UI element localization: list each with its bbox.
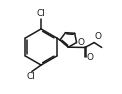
Text: O: O (95, 32, 102, 41)
Text: Cl: Cl (37, 9, 46, 18)
Text: Cl: Cl (26, 72, 35, 81)
Text: O: O (86, 53, 93, 62)
Text: O: O (78, 38, 85, 47)
